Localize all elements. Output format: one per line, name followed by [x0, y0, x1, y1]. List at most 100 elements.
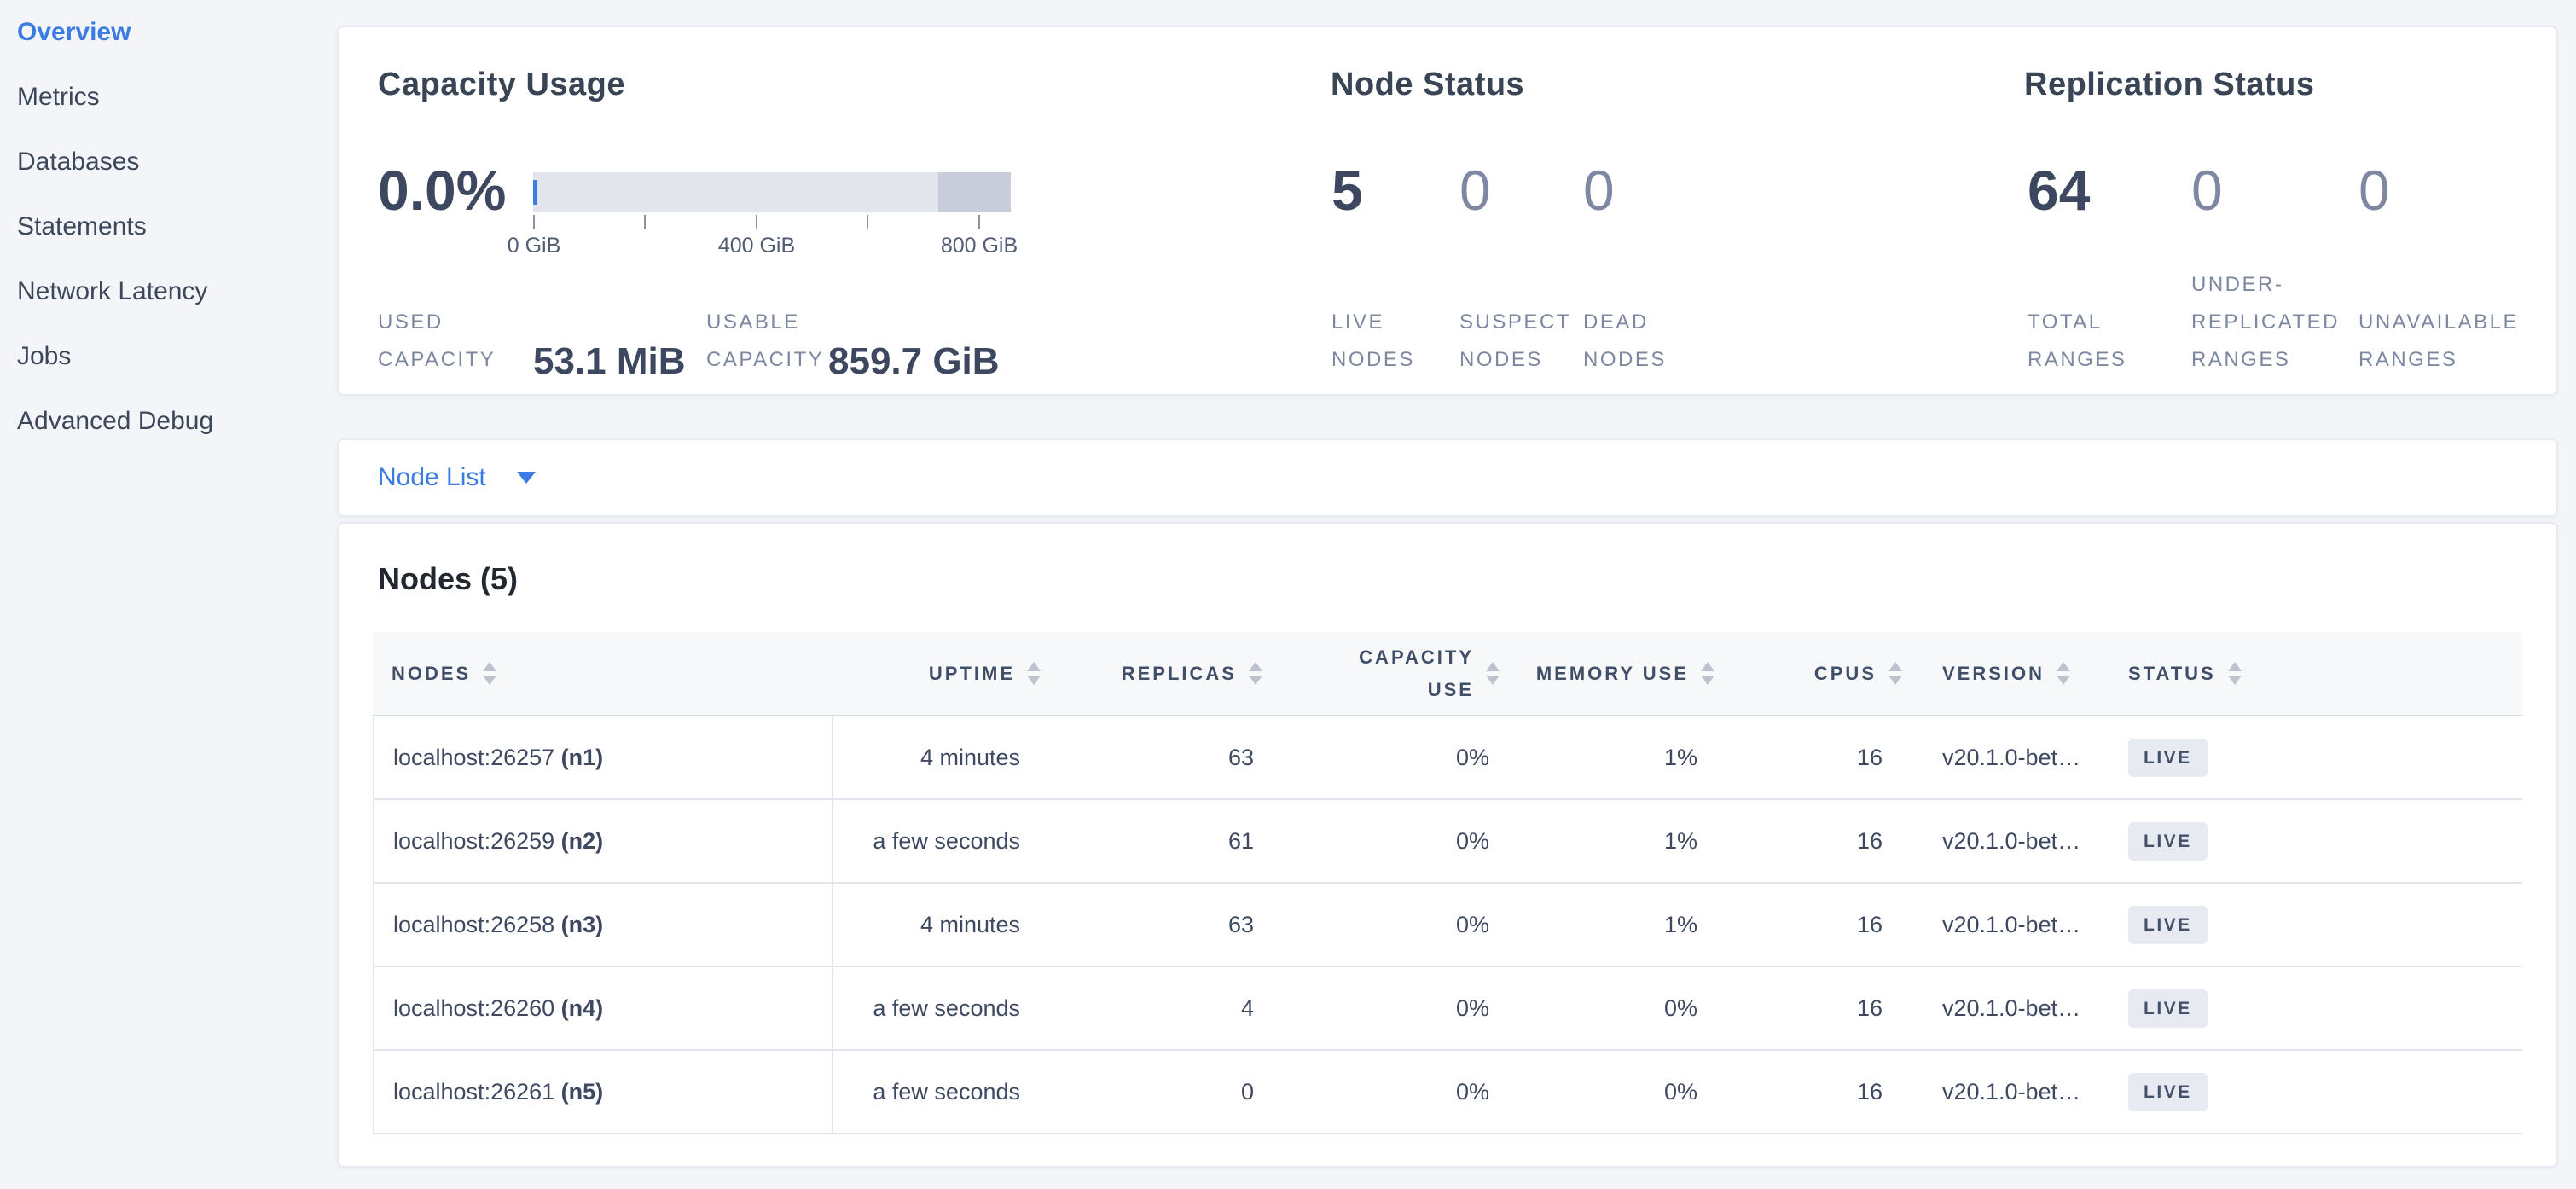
capacity-bar-chart	[533, 172, 1011, 212]
replicas-cell: 0	[1042, 1051, 1264, 1134]
usable-capacity-label: USABLE CAPACITY	[706, 310, 825, 371]
sort-icon[interactable]	[2227, 662, 2242, 685]
replicas-cell: 63	[1042, 884, 1264, 967]
column-label: CAPACITY USE	[1359, 646, 1474, 700]
node-address-cell[interactable]: localhost:26258 (n3)	[373, 884, 833, 967]
memory-use-cell: 0%	[1501, 967, 1716, 1051]
uptime-cell: 4 minutes	[833, 884, 1042, 967]
sort-icon[interactable]	[483, 662, 497, 685]
node-list-dropdown[interactable]: Node List	[378, 440, 536, 515]
node-id: (n1)	[560, 744, 604, 770]
node-address-cell[interactable]: localhost:26259 (n2)	[373, 800, 833, 884]
node-address[interactable]: localhost:26260	[393, 995, 555, 1021]
sidebar-item-overview[interactable]: Overview	[17, 18, 131, 46]
node-address-cell[interactable]: localhost:26257 (n1)	[373, 716, 833, 800]
node-address[interactable]: localhost:26259	[393, 827, 555, 854]
sort-icon[interactable]	[2057, 662, 2071, 685]
sidebar-item-databases[interactable]: Databases	[17, 148, 140, 176]
sort-icon[interactable]	[1027, 662, 1041, 685]
axis-tick	[867, 215, 868, 229]
column-header-capacity-use[interactable]: CAPACITY USE	[1264, 632, 1501, 716]
column-header-status[interactable]: STATUS	[2107, 632, 2522, 716]
capacity-usage-title: Capacity Usage	[378, 67, 626, 102]
node-address[interactable]: localhost:26258	[393, 911, 555, 937]
table-row: localhost:26259 (n2) a few seconds 61 0%…	[373, 800, 2522, 884]
status-cell: LIVE	[2107, 716, 2522, 800]
cpus-cell: 16	[1716, 967, 1904, 1051]
version-cell: v20.1.0-bet…	[1904, 1051, 2107, 1134]
node-address-cell[interactable]: localhost:26260 (n4)	[373, 967, 833, 1051]
used-capacity-label: USED CAPACITY	[378, 310, 496, 371]
dead-nodes-label: DEAD NODES	[1583, 310, 1667, 371]
sort-icon[interactable]	[1888, 662, 1902, 685]
nodes-table-title: Nodes (5)	[378, 561, 519, 596]
sidebar-item-advanced-debug[interactable]: Advanced Debug	[17, 407, 214, 435]
sidebar-item-network-latency[interactable]: Network Latency	[17, 277, 208, 305]
node-address-cell[interactable]: localhost:26261 (n5)	[373, 1051, 833, 1134]
axis-label-800: 800 GiB	[940, 234, 1018, 258]
column-header-memory-use[interactable]: MEMORY USE	[1501, 632, 1716, 716]
sidebar-item-metrics[interactable]: Metrics	[17, 83, 100, 111]
column-label: MEMORY USE	[1535, 662, 1689, 684]
status-cell: LIVE	[2107, 1051, 2522, 1134]
axis-tick	[644, 215, 646, 229]
usable-capacity-value: 859.7 GiB	[828, 340, 1000, 382]
node-address[interactable]: localhost:26261	[393, 1078, 555, 1105]
view-selector-card: Node List	[337, 438, 2558, 517]
column-header-cpus[interactable]: CPUS	[1716, 632, 1904, 716]
column-header-version[interactable]: VERSION	[1904, 632, 2107, 716]
unavailable-ranges-label: UNAVAILABLE RANGES	[2358, 310, 2520, 371]
axis-tick	[533, 215, 535, 229]
status-badge: LIVE	[2128, 905, 2208, 944]
memory-use-cell: 0%	[1501, 1051, 1716, 1134]
nodes-card: Nodes (5) NODES UPTIME REPLICAS	[337, 522, 2558, 1168]
table-header-row: NODES UPTIME REPLICAS CAPACITY USE MEMOR…	[373, 632, 2522, 716]
column-header-nodes[interactable]: NODES	[373, 632, 833, 716]
node-id: (n4)	[560, 995, 604, 1021]
sidebar-item-jobs[interactable]: Jobs	[17, 342, 72, 370]
memory-use-cell: 1%	[1501, 800, 1716, 884]
node-id: (n2)	[560, 827, 604, 854]
column-header-replicas[interactable]: REPLICAS	[1042, 632, 1264, 716]
capacity-used-marker	[533, 180, 537, 205]
sort-icon[interactable]	[1249, 662, 1262, 685]
status-badge: LIVE	[2128, 738, 2208, 777]
replicas-cell: 61	[1042, 800, 1264, 884]
column-label: NODES	[392, 662, 472, 684]
column-label: CPUS	[1813, 662, 1877, 684]
capacity-use-cell: 0%	[1264, 967, 1501, 1051]
sidebar-nav-list: Overview Metrics Databases Statements Ne…	[17, 0, 333, 454]
column-header-uptime[interactable]: UPTIME	[833, 632, 1042, 716]
capacity-bar-endcap	[938, 172, 1011, 212]
total-ranges-label: TOTAL RANGES	[2028, 310, 2127, 371]
capacity-use-cell: 0%	[1264, 1051, 1501, 1134]
live-nodes-count: 5	[1332, 159, 1363, 222]
status-badge: LIVE	[2128, 989, 2208, 1028]
cpus-cell: 16	[1716, 884, 1904, 967]
column-label: STATUS	[2128, 662, 2216, 684]
memory-use-cell: 1%	[1501, 716, 1716, 800]
sort-icon[interactable]	[1701, 662, 1714, 685]
sort-icon[interactable]	[1486, 662, 1500, 685]
column-label: REPLICAS	[1121, 662, 1237, 684]
node-address[interactable]: localhost:26257	[393, 744, 555, 770]
status-cell: LIVE	[2107, 967, 2522, 1051]
uptime-cell: a few seconds	[833, 967, 1042, 1051]
axis-label-0: 0 GiB	[507, 234, 561, 258]
capacity-use-cell: 0%	[1264, 716, 1501, 800]
table-row: localhost:26261 (n5) a few seconds 0 0% …	[373, 1051, 2522, 1134]
under-replicated-ranges-count: 0	[2191, 159, 2223, 222]
live-nodes-label: LIVE NODES	[1332, 310, 1415, 371]
axis-tick	[756, 215, 757, 229]
total-ranges-count: 64	[2028, 159, 2091, 222]
replicas-cell: 4	[1042, 967, 1264, 1051]
node-list-dropdown-label: Node List	[378, 463, 486, 491]
uptime-cell: a few seconds	[833, 800, 1042, 884]
suspect-nodes-label: SUSPECT NODES	[1459, 310, 1571, 371]
capacity-use-cell: 0%	[1264, 800, 1501, 884]
replication-status-title: Replication Status	[2024, 67, 2315, 102]
axis-tick	[978, 215, 980, 229]
sidebar-item-statements[interactable]: Statements	[17, 212, 147, 241]
table-row: localhost:26260 (n4) a few seconds 4 0% …	[373, 967, 2522, 1051]
